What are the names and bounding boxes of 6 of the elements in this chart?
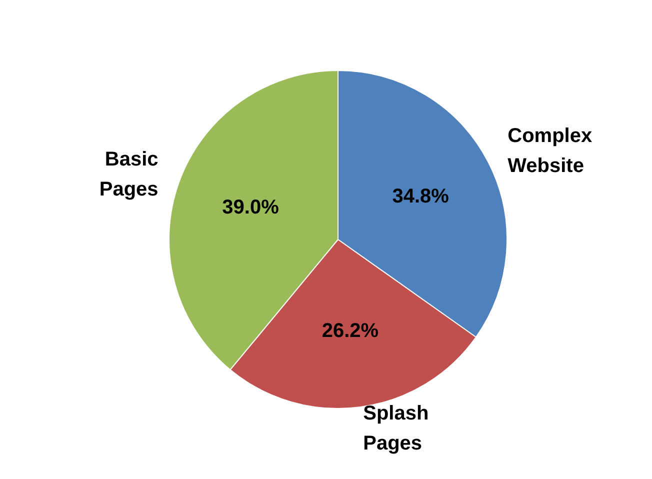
slice-label: Complex Website bbox=[508, 125, 592, 178]
slice-label: Splash Pages bbox=[363, 402, 429, 454]
data-label: 34.8% bbox=[392, 185, 450, 208]
slice-label: Basic Pages bbox=[99, 148, 158, 200]
data-label: 39.0% bbox=[222, 196, 280, 219]
data-label: 26.2% bbox=[322, 320, 379, 342]
